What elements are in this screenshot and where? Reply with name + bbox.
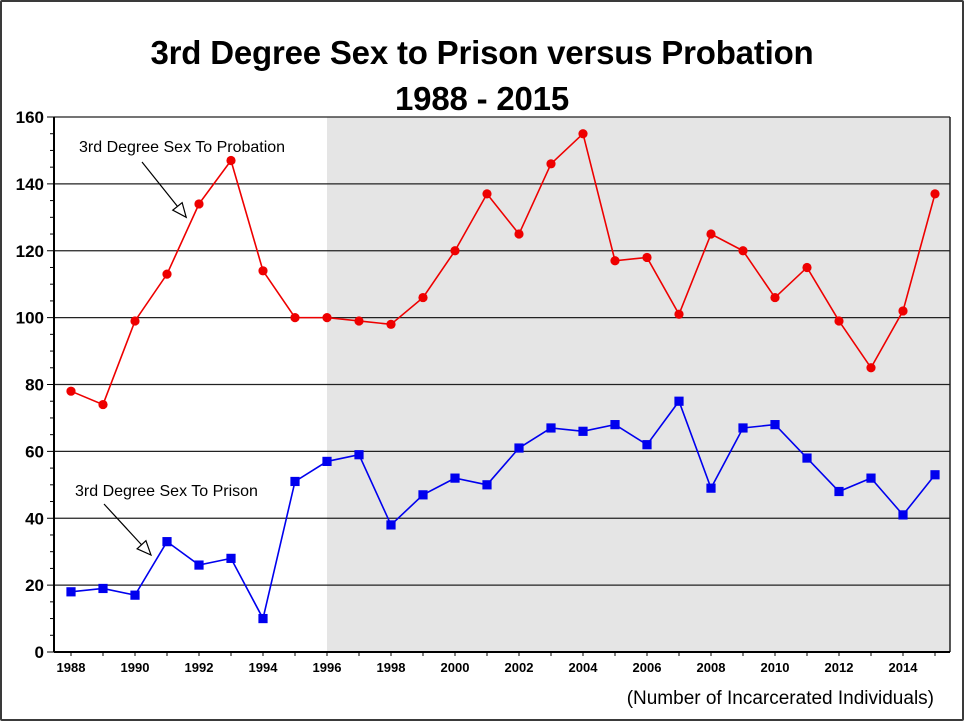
data-point-probation: [450, 246, 460, 256]
data-point-prison: [546, 423, 556, 433]
data-point-probation: [706, 229, 716, 239]
data-point-probation: [226, 155, 236, 166]
data-point-probation: [322, 313, 332, 323]
annotation-label-prison: 3rd Degree Sex To Prison: [75, 483, 258, 500]
data-point-prison: [770, 420, 780, 430]
data-point-prison: [354, 450, 364, 460]
data-point-probation: [866, 363, 876, 373]
data-point-prison: [386, 520, 396, 530]
y-tick-label: 60: [25, 442, 44, 461]
y-tick-label: 100: [16, 309, 44, 328]
y-tick-label: 140: [16, 175, 44, 194]
x-tick-label: 1990: [121, 660, 150, 675]
data-point-prison: [674, 396, 684, 406]
data-point-probation: [162, 269, 172, 279]
data-point-probation: [290, 313, 300, 323]
data-point-probation: [898, 306, 908, 316]
data-point-prison: [578, 426, 588, 436]
data-point-probation: [674, 309, 684, 319]
x-tick-label: 1988: [57, 660, 86, 675]
data-point-prison: [322, 456, 332, 467]
y-tick-label: 120: [16, 242, 44, 261]
x-tick-label: 2008: [697, 660, 726, 675]
data-point-prison: [418, 490, 428, 500]
data-point-probation: [386, 319, 396, 329]
data-point-prison: [514, 443, 524, 453]
chart-subtitle: 1988 - 2015: [395, 80, 569, 117]
data-point-prison: [130, 590, 140, 600]
x-tick-label: 1994: [249, 660, 279, 675]
data-point-probation: [834, 316, 844, 326]
x-tick-label: 2014: [889, 660, 919, 675]
x-tick-label: 2006: [633, 660, 662, 675]
annotation-arrow-head: [171, 201, 188, 219]
data-point-prison: [738, 423, 748, 433]
data-point-prison: [162, 537, 172, 547]
data-point-probation: [194, 199, 204, 209]
data-point-probation: [130, 316, 140, 326]
data-point-prison: [258, 613, 268, 624]
data-point-probation: [514, 229, 524, 239]
data-point-probation: [354, 316, 364, 326]
units-note: (Number of Incarcerated Individuals): [626, 688, 934, 709]
data-point-prison: [482, 480, 492, 490]
data-point-probation: [738, 246, 748, 256]
data-point-prison: [610, 420, 620, 430]
y-tick-label: 20: [25, 576, 44, 595]
data-point-probation: [578, 129, 588, 139]
data-point-probation: [66, 386, 76, 396]
data-point-probation: [642, 252, 652, 263]
y-tick-label: 40: [25, 509, 44, 528]
data-point-prison: [930, 470, 940, 480]
annotation-arrow-head: [136, 539, 153, 557]
x-tick-label: 1992: [185, 660, 214, 675]
x-tick-label: 1998: [377, 660, 406, 675]
data-point-probation: [546, 159, 556, 169]
data-point-probation: [418, 292, 428, 303]
data-point-probation: [770, 292, 780, 303]
data-point-prison: [66, 587, 76, 597]
data-point-probation: [258, 266, 268, 276]
data-point-prison: [642, 440, 652, 450]
y-tick-label: 0: [35, 643, 44, 662]
annotation-label-probation: 3rd Degree Sex To Probation: [79, 139, 285, 156]
chart-title: 3rd Degree Sex to Prison versus Probatio…: [150, 34, 814, 71]
data-point-probation: [482, 189, 492, 199]
data-point-prison: [706, 483, 716, 493]
data-point-probation: [610, 256, 620, 266]
annotation-arrow-shaft: [141, 161, 178, 207]
x-tick-label: 2012: [825, 660, 854, 675]
data-point-prison: [98, 583, 108, 594]
x-tick-label: 2000: [441, 660, 470, 675]
y-tick-label: 160: [16, 108, 44, 127]
x-tick-label: 2002: [505, 660, 534, 675]
data-point-prison: [802, 453, 812, 463]
data-point-prison: [866, 473, 876, 483]
y-tick-label: 80: [25, 376, 44, 395]
data-point-probation: [98, 399, 108, 410]
data-point-probation: [930, 189, 940, 199]
series-line-prison: [70, 399, 936, 621]
x-tick-label: 2010: [761, 660, 790, 675]
data-point-probation: [802, 262, 812, 273]
data-point-prison: [290, 476, 300, 487]
data-point-prison: [834, 486, 844, 497]
annotation-arrow-shaft: [103, 503, 142, 546]
data-point-prison: [450, 473, 460, 483]
x-tick-label: 1996: [313, 660, 342, 675]
x-tick-label: 2004: [569, 660, 599, 675]
data-point-prison: [194, 560, 204, 570]
data-point-prison: [898, 510, 908, 520]
data-point-prison: [226, 553, 236, 563]
series-line-probation: [70, 132, 936, 406]
